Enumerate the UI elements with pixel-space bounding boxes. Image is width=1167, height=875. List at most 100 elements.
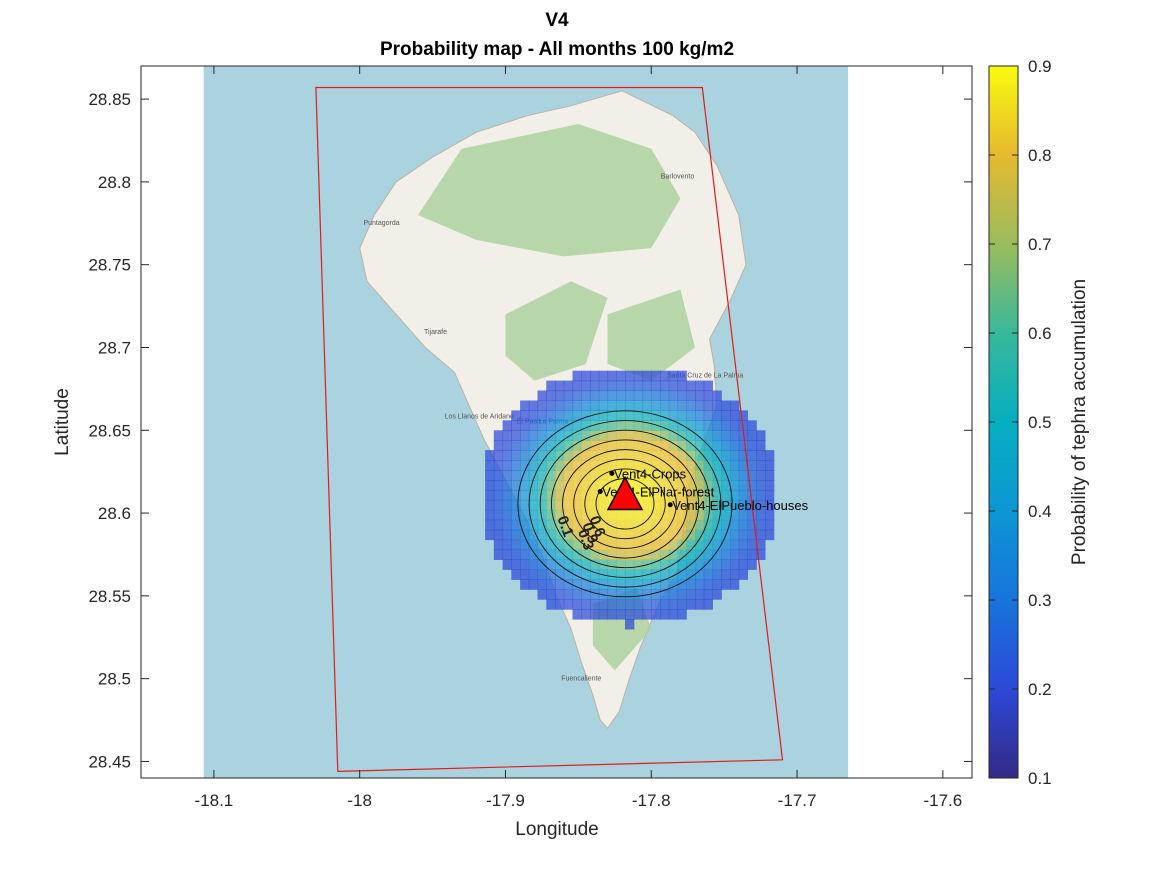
probability-cell (555, 529, 565, 541)
probability-cell (686, 460, 696, 471)
contour-line (573, 458, 677, 549)
probability-cell (765, 480, 775, 491)
probability-cell (511, 460, 521, 471)
probability-cell (590, 529, 600, 541)
probability-cell (590, 400, 600, 411)
probability-cell (502, 539, 512, 551)
probability-cell (537, 589, 547, 600)
probability-cell (555, 519, 565, 531)
probability-cell (695, 579, 705, 590)
probability-cell (642, 410, 652, 421)
probability-cell (555, 549, 565, 560)
probability-cell (668, 390, 679, 401)
probability-cell (520, 499, 530, 511)
y-axis-ticks: 28.45 28.5 28.55 28.6 28.65 28.7 28.75 28.8 28.8… (88, 90, 972, 771)
probability-cell (721, 440, 731, 451)
colorbar-tick-label: 0.5 (1028, 413, 1052, 432)
figure-title: V4 (545, 10, 569, 31)
probability-cell (581, 559, 591, 570)
probability-cell (520, 579, 530, 590)
probability-cell (695, 549, 705, 560)
probability-cell (625, 559, 635, 570)
probability-cell (625, 380, 635, 392)
probability-cell (563, 559, 574, 570)
probability-cell (590, 539, 600, 551)
probability-cell (520, 450, 530, 461)
probability-cell (703, 420, 713, 431)
probability-cell (660, 549, 670, 560)
contour-label: 0.9 (578, 520, 601, 545)
probability-cell (625, 569, 635, 580)
probability-cell (511, 450, 521, 461)
probability-cell (590, 509, 600, 521)
probability-cell (607, 460, 617, 471)
probability-cell (563, 450, 574, 461)
probability-cell (485, 519, 495, 531)
probability-cell (581, 519, 591, 531)
probability-cell (493, 440, 504, 451)
probability-cell (765, 499, 775, 511)
probability-cell (721, 559, 731, 570)
probability-cell (756, 519, 766, 531)
probability-cell (677, 410, 687, 421)
y-tick-label: 28.75 (88, 256, 131, 275)
probability-cell (651, 499, 661, 511)
probability-cell (572, 519, 582, 531)
probability-cell (625, 619, 635, 630)
probability-cell (686, 499, 696, 511)
contour-line (528, 420, 722, 588)
probability-cell (590, 470, 600, 481)
probability-cell (765, 489, 775, 501)
probability-cell (642, 609, 652, 620)
probability-cell (625, 440, 635, 451)
probability-cell (756, 480, 766, 491)
probability-cell (712, 509, 722, 521)
x-tick-label: -18.1 (195, 791, 234, 810)
probability-cell (493, 539, 504, 551)
probability-cell (730, 450, 740, 461)
probability-cell (686, 390, 696, 401)
probability-cell (756, 460, 766, 471)
probability-cell (607, 529, 617, 541)
probability-cell (502, 460, 512, 471)
probability-cell (598, 390, 609, 401)
probability-cell (712, 450, 722, 461)
probability-cell (703, 569, 713, 580)
probability-cell (668, 460, 679, 471)
probability-cell (633, 470, 644, 481)
probability-cell (756, 529, 766, 541)
probability-cell (677, 569, 687, 580)
probability-cell (703, 470, 713, 481)
probability-cell (660, 380, 670, 392)
probability-cell (668, 499, 679, 511)
probability-cell (546, 380, 556, 392)
probability-cell (686, 489, 696, 501)
probability-cell (712, 539, 722, 551)
probability-cell (625, 390, 635, 401)
probability-cell (546, 390, 556, 401)
probability-cell (625, 549, 635, 560)
probability-cell (511, 519, 521, 531)
probability-cell (581, 410, 591, 421)
probability-cell (563, 390, 574, 401)
probability-cell (625, 599, 635, 610)
probability-cell (555, 440, 565, 451)
probability-cell (581, 420, 591, 431)
probability-cell (563, 499, 574, 511)
colorbar-tick-label: 0.4 (1028, 502, 1052, 521)
probability-cell (651, 390, 661, 401)
probability-cell (590, 549, 600, 560)
probability-cell (721, 420, 731, 431)
probability-cell (502, 470, 512, 481)
probability-cell (555, 589, 565, 600)
probability-cell (502, 559, 512, 570)
probability-cell (546, 440, 556, 451)
probability-cell (668, 569, 679, 580)
probability-cell (695, 529, 705, 541)
probability-cell (616, 589, 626, 600)
probability-cell (765, 519, 775, 531)
probability-cell (546, 549, 556, 560)
probability-cell (528, 539, 539, 551)
probability-cell (572, 609, 582, 620)
probability-cell (668, 410, 679, 421)
